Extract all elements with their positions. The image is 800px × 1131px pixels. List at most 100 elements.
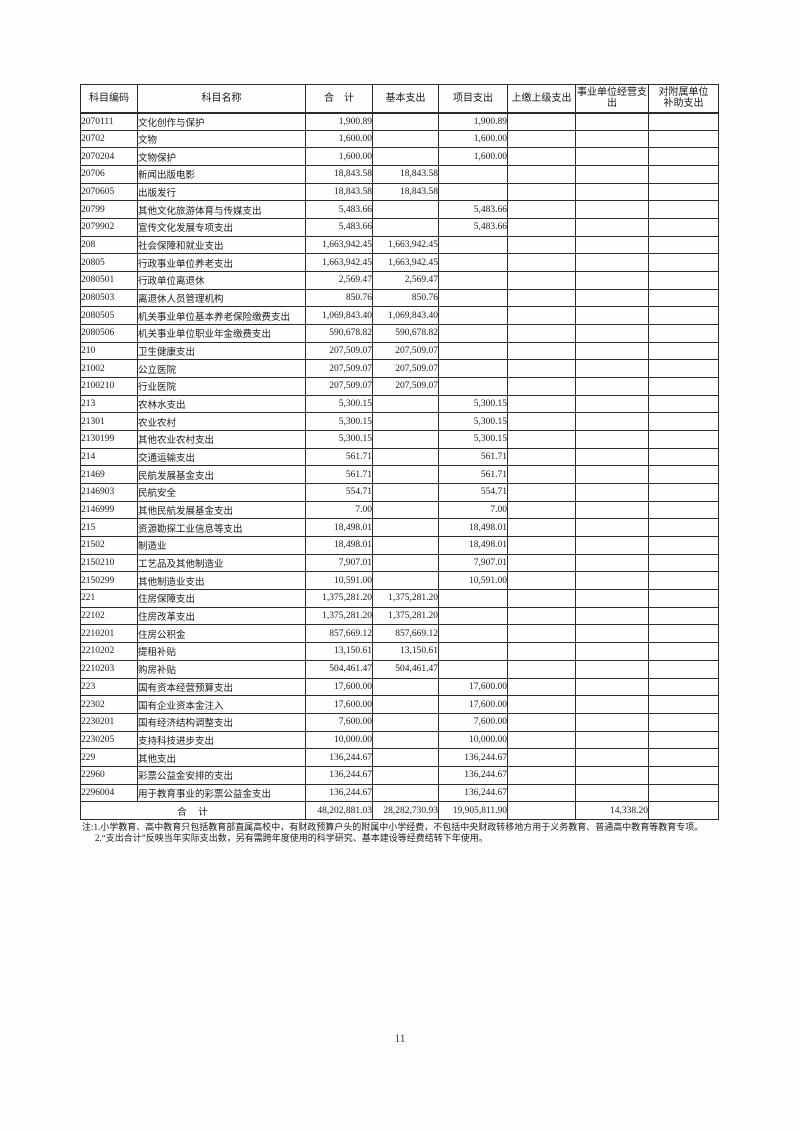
cell-operating [575,218,649,237]
cell-total: 1,069,843.40 [305,306,373,326]
cell-operating [575,783,649,803]
cell-name: 文物保护 [137,147,306,167]
header-subject-code: 科目编码 [80,84,138,114]
cell-operating [575,624,649,644]
cell-basic: 1,375,281.20 [372,606,439,626]
cell-operating [575,659,649,679]
cell-project: 554.71 [438,483,508,502]
cell-total: 17,600.00 [305,677,373,697]
cell-total: 1,375,281.20 [305,589,373,608]
cell-upper [507,377,576,396]
cell-subsidy [648,730,719,750]
cell-code: 2230201 [80,712,138,732]
cell-total: 2,569.47 [305,271,373,290]
cell-total: 10,591.00 [305,571,373,591]
cell-subsidy [648,783,719,803]
cell-subsidy [648,571,719,591]
cell-basic: 1,069,843.40 [372,306,439,326]
cell-operating [575,536,649,555]
cell-subsidy [648,553,719,573]
cell-operating [575,553,649,573]
table-row: 2146999 其他民航发展基金支出 7.00 7.00 [80,500,719,520]
cell-operating [575,341,649,361]
cell-code: 2070605 [80,182,138,202]
cell-upper [507,147,576,167]
cell-basic [372,147,439,167]
table-row: 21469 民航发展基金支出 561.71 561.71 [80,465,719,485]
cell-upper [507,129,576,149]
cell-operating [575,412,649,432]
cell-basic [372,518,439,538]
cell-name: 其他支出 [137,748,306,767]
cell-basic: 857,669.12 [372,624,439,644]
cell-operating [575,571,649,591]
cell-subsidy [648,748,719,767]
cell-name: 行政单位离退休 [137,271,306,290]
table-row: 208 社会保障和就业支出 1,663,942.45 1,663,942.45 [80,235,719,255]
cell-subsidy [648,394,719,414]
cell-basic [372,677,439,697]
table-row: 21002 公立医院 207,509.07 207,509.07 [80,359,719,379]
cell-name: 社会保障和就业支出 [137,235,306,255]
cell-subsidy [648,324,719,343]
cell-upper [507,200,576,220]
cell-upper [507,677,576,697]
table-row: 2150210 工艺品及其他制造业 7,907.01 7,907.01 [80,553,719,573]
cell-operating [575,359,649,379]
cell-basic: 18,843.58 [372,182,439,202]
cell-subsidy [648,465,719,485]
cell-name: 公立医院 [137,359,306,379]
cell-upper [507,712,576,732]
header-project-exp: 项目支出 [438,84,508,114]
cell-basic [372,500,439,520]
table-row: 2230205 支持科技进步支出 10,000.00 10,000.00 [80,730,719,750]
cell-name: 国有资本经营预算支出 [137,677,306,697]
cell-total: 1,663,942.45 [305,253,373,273]
cell-project: 5,300.15 [438,394,508,414]
cell-upper [507,271,576,290]
cell-upper [507,235,576,255]
cell-upper [507,536,576,555]
table-row: 20706 新闻出版电影 18,843.58 18,843.58 [80,165,719,184]
cell-project [438,182,508,202]
cell-basic: 2,569.47 [372,271,439,290]
cell-basic [372,765,439,785]
cell-total: 5,300.15 [305,430,373,449]
total-sum: 48,202,881.03 [305,801,373,820]
cell-code: 22960 [80,765,138,785]
cell-subsidy [648,536,719,555]
cell-basic [372,218,439,237]
cell-name: 资源勘探工业信息等支出 [137,518,306,538]
cell-code: 2210201 [80,624,138,644]
cell-name: 其他民航发展基金支出 [137,500,306,520]
cell-code: 2100210 [80,377,138,396]
cell-basic: 207,509.07 [372,377,439,396]
cell-project: 5,483.66 [438,218,508,237]
cell-name: 提租补贴 [137,642,306,661]
cell-total: 1,600.00 [305,129,373,149]
cell-project [438,271,508,290]
cell-name: 住房保障支出 [137,589,306,608]
cell-name: 机关事业单位基本养老保险缴费支出 [137,306,306,326]
cell-subsidy [648,659,719,679]
cell-operating [575,271,649,290]
cell-project [438,359,508,379]
cell-subsidy [648,589,719,608]
cell-basic [372,748,439,767]
cell-basic [372,200,439,220]
cell-code: 2130199 [80,430,138,449]
table-row: 2210201 住房公积金 857,669.12 857,669.12 [80,624,719,644]
cell-subsidy [648,288,719,308]
cell-subsidy [648,147,719,167]
cell-total: 10,000.00 [305,730,373,750]
header-upper-level-exp: 上缴上级支出 [507,84,576,114]
cell-upper [507,518,576,538]
cell-project [438,235,508,255]
header-subsidy-exp: 对附属单位 补助支出 [648,84,719,114]
cell-project: 7,600.00 [438,712,508,732]
cell-upper [507,465,576,485]
table-row: 221 住房保障支出 1,375,281.20 1,375,281.20 [80,589,719,608]
cell-code: 2210203 [80,659,138,679]
cell-upper [507,748,576,767]
footnotes: 注:1.小学教育、高中教育只包括教育部直属高校中，有财政预算户头的附属中小学经费… [82,822,754,844]
